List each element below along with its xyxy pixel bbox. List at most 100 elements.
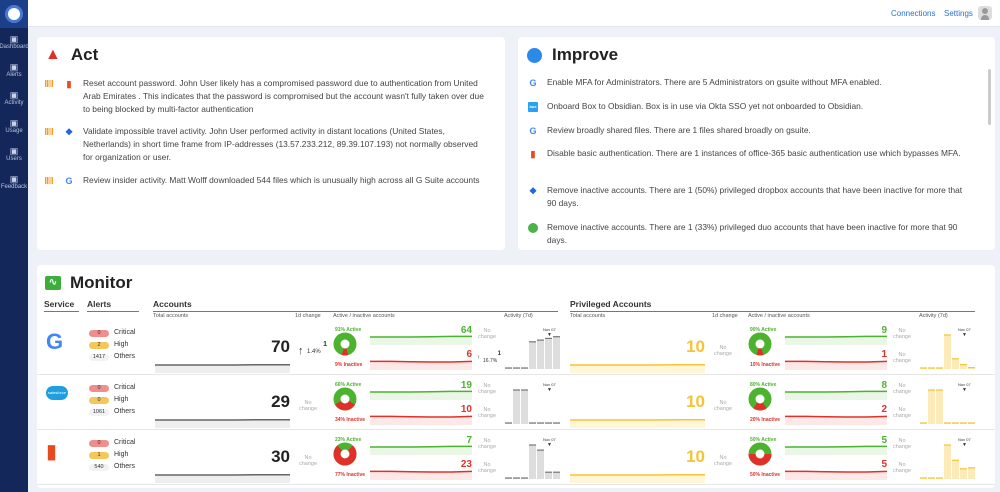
activity-bar [928, 390, 935, 424]
critical-label[interactable]: Critical [114, 329, 136, 336]
activity-bar [944, 335, 951, 369]
inactive-count: 23 [460, 459, 472, 470]
inactive-no-change: No change [892, 352, 912, 364]
improve-item[interactable]: G Review broadly shared files. There are … [529, 125, 811, 136]
activity-bar [545, 338, 552, 369]
activity-bar [553, 472, 560, 479]
activity-bar [537, 450, 544, 479]
activity-bar [537, 340, 544, 369]
app-logo[interactable] [0, 0, 28, 28]
date-marker: Nov 07 [543, 327, 556, 332]
others-label[interactable]: Others [114, 353, 136, 360]
privileged-header: Privileged Accounts [570, 299, 652, 309]
sparkline [155, 363, 290, 373]
active-count: 7 [466, 435, 472, 446]
users-icon: ▣ [9, 146, 19, 156]
sparkline [370, 415, 473, 425]
service-row[interactable]: salesforce 0 Critical 0 High 1061 Others… [37, 380, 995, 430]
alerts-icon: ▣ [9, 62, 19, 72]
activity-bar [529, 341, 536, 369]
inactive-no-change: No change [477, 462, 497, 474]
avatar[interactable] [978, 6, 992, 20]
critical-count: 0 [89, 330, 109, 337]
high-label[interactable]: High [114, 396, 129, 403]
active-count: 5 [881, 435, 887, 446]
active-no-change: No change [477, 383, 497, 395]
priv-activity-subheader: Activity (7d) [919, 313, 948, 319]
wrench-icon [527, 47, 542, 63]
others-count: 540 [89, 464, 109, 471]
alerts-header: Alerts [87, 299, 112, 309]
sparkline [785, 415, 888, 425]
priv-total-subheader: Total accounts [570, 313, 606, 319]
sidebar-item-dashboard[interactable]: ▣ Dashboard [0, 34, 29, 50]
inactive-no-change: No change [477, 407, 497, 419]
sidebar-item-alerts[interactable]: ▣ Alerts [6, 62, 22, 78]
sidebar: ▣ Dashboard ▣ Alerts ▣ Activity ▣ Usage ▣ Users ▣ F… [0, 0, 29, 492]
sparkline [785, 335, 887, 345]
high-label[interactable]: High [114, 341, 129, 348]
improve-item[interactable]: G Enable MFA for Administrators. There ar… [529, 77, 882, 88]
monitor-title: Monitor [70, 273, 133, 292]
priv-active-inactive-subheader: Active / inactive accounts [748, 313, 810, 319]
date-marker: Nov 07 [958, 327, 971, 332]
scrollbar[interactable] [988, 69, 991, 125]
active-pct: 66% Active [335, 382, 362, 388]
sidebar-item-activity[interactable]: ▣ Activity [4, 90, 24, 106]
sparkline [370, 445, 472, 455]
high-count: 1 [89, 452, 109, 459]
inactive-change-pct: 16.7% [483, 358, 498, 364]
box-icon: box [528, 102, 538, 112]
active-pct: 90% Active [750, 327, 777, 333]
service-row[interactable]: ▮ 0 Critical 1 High 540 Others 30 No chan… [37, 435, 995, 485]
inactive-pct: 10% Inactive [750, 362, 781, 368]
active-no-change: No change [892, 438, 912, 450]
activity-bar [944, 445, 951, 479]
critical-label[interactable]: Critical [114, 384, 136, 391]
service-row[interactable]: G 0 Critical 2 High 1417 Others 70 ↑ 1 1.4%… [37, 325, 995, 375]
improve-item[interactable]: box Onboard Box to Obsidian. Box is in us… [528, 101, 864, 112]
activity-bar [545, 472, 552, 479]
others-label[interactable]: Others [114, 463, 136, 470]
settings-link[interactable]: Settings [944, 9, 973, 18]
activity-bar [513, 390, 520, 424]
total-no-change: No change [713, 345, 733, 357]
inactive-count: 2 [881, 404, 887, 415]
improve-item[interactable]: Remove inactive accounts. There are 1 (3… [528, 221, 973, 247]
high-label[interactable]: High [114, 451, 129, 458]
up-arrow-icon: ↑ [298, 345, 304, 357]
improve-item[interactable]: ❖ Remove inactive accounts. There are 1 (… [528, 185, 963, 208]
others-label[interactable]: Others [114, 408, 136, 415]
active-count: 8 [881, 380, 887, 391]
improve-item[interactable]: ▮ Disable basic authentication. There are… [528, 147, 973, 160]
dropbox-icon: ❖ [64, 127, 74, 137]
act-item[interactable]: ❖ Validate impossible travel activity. Jo… [45, 125, 485, 164]
high-count: 2 [89, 342, 109, 349]
google-icon: G [529, 126, 537, 136]
top-bar: Connections Settings [28, 0, 1000, 27]
sidebar-item-usage[interactable]: ▣ Usage [5, 118, 23, 134]
activity-subheader: Activity (7d) [504, 313, 533, 319]
inactive-pct: 50% Inactive [750, 472, 781, 478]
marker-triangle-icon: ▼ [962, 387, 967, 393]
activity-bar [960, 468, 967, 479]
sidebar-item-feedback[interactable]: ▣ Feedback [0, 174, 28, 190]
activity-bar [960, 364, 967, 369]
sparkline [570, 363, 705, 373]
active-pct: 80% Active [750, 382, 777, 388]
priv-activity-chart [920, 389, 975, 424]
marker-triangle-icon: ▼ [547, 387, 552, 393]
sidebar-item-users[interactable]: ▣ Users [6, 146, 22, 162]
total-no-change: No change [713, 400, 733, 412]
office365-icon: ▮ [66, 79, 72, 89]
act-item[interactable]: G Review insider activity. Matt Wolff dow… [45, 174, 485, 187]
critical-label[interactable]: Critical [114, 439, 136, 446]
marker-triangle-icon: ▼ [962, 332, 967, 338]
inactive-count: 1 [881, 349, 887, 360]
accounts-header: Accounts [153, 299, 192, 309]
active-donut [748, 442, 772, 466]
inactive-count: 10 [460, 404, 472, 415]
connections-link[interactable]: Connections [891, 9, 936, 18]
act-item[interactable]: ▮ Reset account password. John User likel… [45, 77, 485, 116]
high-count: 0 [89, 397, 109, 404]
